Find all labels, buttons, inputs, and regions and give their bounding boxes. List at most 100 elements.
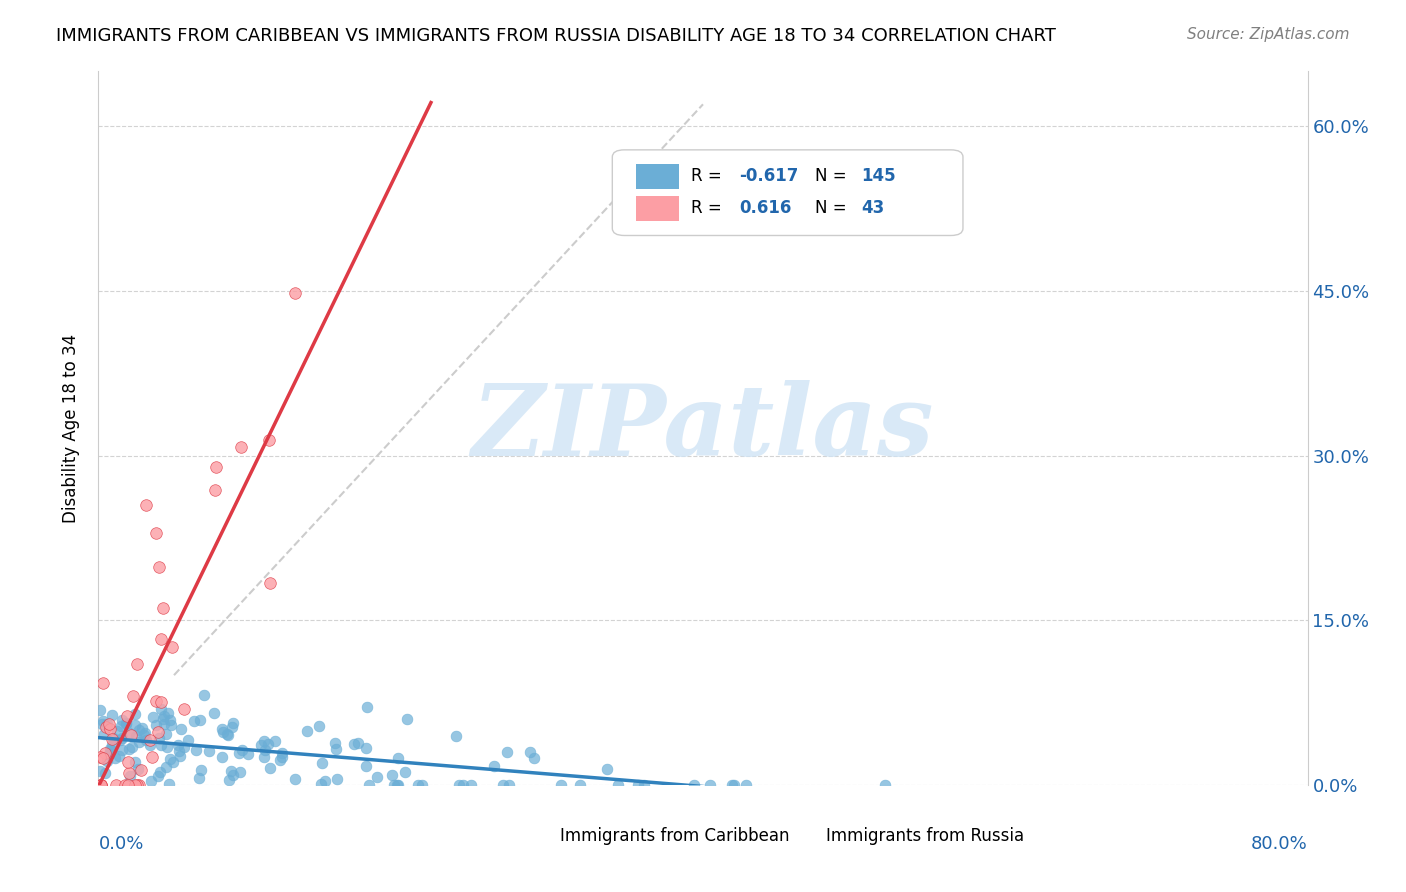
Point <box>145 718 167 732</box>
Point <box>354 759 377 773</box>
Point <box>228 746 250 760</box>
Point <box>211 723 233 737</box>
Point <box>145 693 167 707</box>
Point <box>211 750 233 764</box>
Point <box>128 735 150 749</box>
FancyBboxPatch shape <box>787 828 818 846</box>
Text: Source: ZipAtlas.com: Source: ZipAtlas.com <box>1187 27 1350 42</box>
Text: 145: 145 <box>862 168 896 186</box>
Point <box>314 773 336 788</box>
Text: R =: R = <box>690 200 727 218</box>
Point <box>129 763 152 777</box>
Point <box>204 483 226 497</box>
Point <box>120 728 142 742</box>
Point <box>108 732 131 747</box>
Point <box>271 749 294 764</box>
Point <box>257 433 280 447</box>
Text: R =: R = <box>690 168 727 186</box>
Point <box>149 695 172 709</box>
Point <box>366 770 388 784</box>
Text: IMMIGRANTS FROM CARIBBEAN VS IMMIGRANTS FROM RUSSIA DISABILITY AGE 18 TO 34 CORR: IMMIGRANTS FROM CARIBBEAN VS IMMIGRANTS … <box>56 27 1056 45</box>
Text: ZIPatlas: ZIPatlas <box>472 380 934 476</box>
Point <box>153 709 176 723</box>
Point <box>127 657 149 672</box>
Point <box>169 748 191 763</box>
Point <box>90 778 112 792</box>
Point <box>326 772 349 786</box>
Point <box>115 716 138 731</box>
Point <box>152 712 174 726</box>
Point <box>411 778 433 792</box>
Point <box>381 768 404 782</box>
Point <box>91 750 114 764</box>
Point <box>221 720 243 734</box>
Point <box>308 719 330 733</box>
Point <box>149 632 172 646</box>
Point <box>217 728 239 742</box>
Point <box>188 772 211 786</box>
Point <box>111 743 134 757</box>
Point <box>387 751 409 765</box>
Point <box>93 727 115 741</box>
Point <box>145 526 167 541</box>
Text: Immigrants from Russia: Immigrants from Russia <box>827 828 1025 846</box>
Point <box>89 778 111 792</box>
Point <box>284 772 307 787</box>
Point <box>114 778 136 792</box>
Point <box>519 745 541 759</box>
Point <box>101 731 124 745</box>
Point <box>167 738 190 752</box>
Point <box>627 778 650 792</box>
Point <box>323 736 346 750</box>
Point <box>118 742 141 756</box>
Point <box>110 713 132 727</box>
Point <box>193 688 215 702</box>
Point <box>149 738 172 752</box>
Point <box>160 640 183 654</box>
Point <box>550 778 572 792</box>
Point <box>153 717 176 731</box>
Point <box>183 714 205 728</box>
Point <box>596 762 619 776</box>
Point <box>568 778 591 792</box>
Point <box>387 778 409 792</box>
Point <box>110 731 132 745</box>
Point <box>162 755 184 769</box>
Point <box>96 754 118 768</box>
FancyBboxPatch shape <box>613 150 963 235</box>
Point <box>155 726 177 740</box>
Text: 0.0%: 0.0% <box>98 835 143 853</box>
Text: 80.0%: 80.0% <box>1251 835 1308 853</box>
Point <box>156 706 179 720</box>
Point <box>451 778 474 792</box>
Point <box>484 759 506 773</box>
Point <box>142 710 165 724</box>
Point <box>284 286 307 301</box>
Point <box>124 706 146 721</box>
Point <box>139 739 162 753</box>
Point <box>160 717 183 731</box>
Point <box>124 778 146 792</box>
Point <box>114 715 136 730</box>
Point <box>105 723 128 738</box>
Point <box>173 701 195 715</box>
Point <box>89 750 111 764</box>
Point <box>101 708 124 723</box>
Point <box>96 717 118 731</box>
Point <box>231 743 253 757</box>
Point <box>190 763 212 777</box>
Point <box>382 778 405 792</box>
Point <box>141 750 163 764</box>
Text: Immigrants from Caribbean: Immigrants from Caribbean <box>561 828 790 846</box>
Point <box>104 778 127 792</box>
Point <box>264 734 287 748</box>
Point <box>155 760 177 774</box>
Point <box>127 762 149 776</box>
Point <box>229 764 252 779</box>
Point <box>90 778 112 792</box>
Point <box>394 765 416 780</box>
Point <box>117 778 139 792</box>
Point <box>699 778 721 792</box>
Point <box>523 751 546 765</box>
Point <box>91 676 114 690</box>
